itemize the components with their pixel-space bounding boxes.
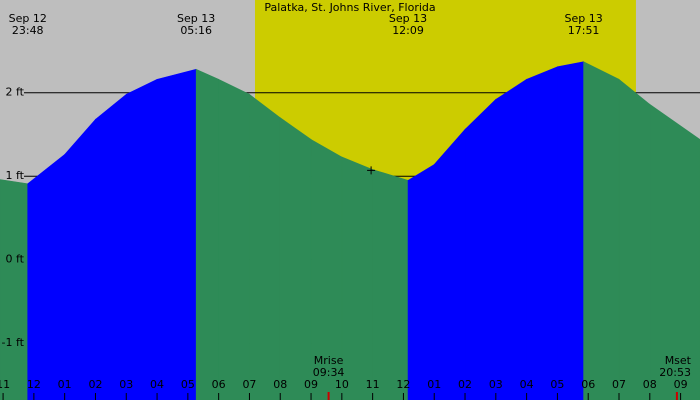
tide-area bbox=[464, 98, 497, 400]
y-tick-label: 0 ft bbox=[6, 253, 25, 266]
event-date: Sep 13 bbox=[389, 12, 427, 25]
x-tick-label: 01 bbox=[427, 378, 441, 391]
x-tick-label: 10 bbox=[335, 378, 349, 391]
tide-area bbox=[618, 78, 651, 400]
event-date: Sep 13 bbox=[564, 12, 602, 25]
tide-area bbox=[372, 169, 409, 400]
x-tick-label: 04 bbox=[520, 378, 534, 391]
tide-area bbox=[495, 78, 527, 400]
x-tick-label: 04 bbox=[150, 378, 164, 391]
tide-area bbox=[156, 68, 197, 400]
event-time: 23:48 bbox=[12, 24, 44, 37]
tide-area bbox=[433, 128, 466, 400]
x-tick-label: 07 bbox=[612, 378, 626, 391]
tide-area bbox=[95, 93, 127, 400]
tide-area bbox=[583, 61, 620, 400]
tide-area bbox=[125, 78, 158, 400]
tide-area bbox=[27, 153, 65, 400]
event-time: 17:51 bbox=[568, 24, 600, 37]
tide-area bbox=[649, 103, 700, 400]
x-tick-label: 11 bbox=[366, 378, 380, 391]
event-time: 12:09 bbox=[392, 24, 424, 37]
x-tick-label: 08 bbox=[273, 378, 287, 391]
x-tick-label: 09 bbox=[304, 378, 318, 391]
x-tick-label: 06 bbox=[212, 378, 226, 391]
x-tick-label: 09 bbox=[674, 378, 688, 391]
event-time: 05:16 bbox=[180, 24, 212, 37]
x-tick-label: 03 bbox=[119, 378, 133, 391]
chart-title: Palatka, St. Johns River, Florida bbox=[264, 1, 435, 14]
x-tick-label: 12 bbox=[396, 378, 410, 391]
tide-area bbox=[341, 156, 373, 400]
x-tick-label: 02 bbox=[458, 378, 472, 391]
moon-time: 20:53 bbox=[659, 366, 691, 379]
tide-area bbox=[195, 68, 219, 400]
tide-area bbox=[64, 118, 96, 400]
x-tick-label: 05 bbox=[550, 378, 564, 391]
x-tick-label: 06 bbox=[581, 378, 595, 391]
tide-area bbox=[218, 78, 250, 400]
moon-label: Mrise bbox=[314, 354, 344, 367]
x-tick-label: 12 bbox=[27, 378, 41, 391]
x-tick-label: 03 bbox=[489, 378, 503, 391]
tide-area bbox=[0, 179, 29, 400]
y-tick-label: -1 ft bbox=[2, 336, 25, 349]
y-tick-label: 2 ft bbox=[6, 86, 25, 99]
x-tick-label: 07 bbox=[242, 378, 256, 391]
tide-area bbox=[557, 61, 584, 400]
tide-area bbox=[526, 66, 558, 400]
event-date: Sep 13 bbox=[177, 12, 215, 25]
moon-label: Mset bbox=[665, 354, 692, 367]
x-tick-label: 11 bbox=[0, 378, 10, 391]
x-tick-label: 02 bbox=[88, 378, 102, 391]
x-tick-label: 05 bbox=[181, 378, 195, 391]
moon-time: 09:34 bbox=[313, 366, 345, 379]
event-date: Sep 12 bbox=[9, 12, 47, 25]
current-marker bbox=[367, 166, 376, 175]
tide-area bbox=[249, 93, 281, 400]
x-tick-label: 08 bbox=[643, 378, 657, 391]
tide-area bbox=[407, 163, 435, 400]
y-tick-label: 1 ft bbox=[6, 169, 25, 182]
x-tick-label: 01 bbox=[58, 378, 72, 391]
tide-area bbox=[279, 117, 312, 400]
